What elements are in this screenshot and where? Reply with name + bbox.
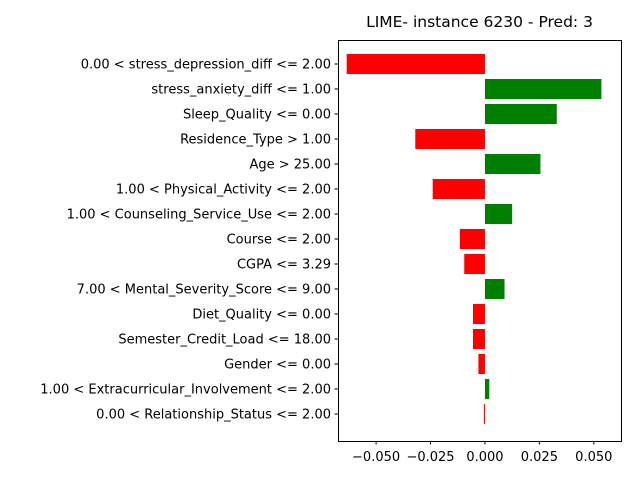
y-tick-label: Age > 25.00 [249,158,331,173]
y-tick-label: Residence_Type > 1.00 [180,133,331,148]
y-tick-label: Sleep_Quality <= 0.00 [183,108,331,123]
bar-8 [464,254,485,274]
y-tick-label: 0.00 < Relationship_Status <= 2.00 [96,408,331,423]
bar-5 [432,179,485,199]
bar-6 [484,204,513,224]
bar-3 [415,129,485,149]
bar-2 [484,104,557,124]
x-tick-label: 0.050 [575,450,612,465]
y-tick-label: 0.00 < stress_depression_diff <= 2.00 [81,58,331,73]
bar-13 [484,379,490,399]
bar-10 [472,304,485,324]
y-tick-label: Course <= 2.00 [227,233,331,248]
bar-1 [484,79,602,99]
bar-9 [484,279,505,299]
y-tick-label: CGPA <= 3.29 [237,258,331,273]
bar-4 [484,154,541,174]
bar-0 [346,54,485,74]
y-tick-label: 7.00 < Mental_Severity_Score <= 9.00 [77,283,331,298]
x-tick-label: 0.025 [521,450,558,465]
bar-14 [483,404,485,424]
y-axis-ticks: 0.00 < stress_depression_diff <= 2.00 str… [40,58,338,423]
x-axis-ticks: −0.050 −0.025 0.000 0.025 0.050 [352,441,612,465]
bars-group [346,54,602,424]
bar-11 [472,329,485,349]
x-tick-label: −0.050 [352,450,400,465]
bar-12 [478,354,485,374]
x-tick-label: 0.000 [466,450,503,465]
y-tick-label: 1.00 < Extracurricular_Involvement <= 2.… [40,383,331,398]
y-tick-label: 1.00 < Counseling_Service_Use <= 2.00 [67,208,331,223]
bar-7 [459,229,485,249]
x-tick-label: −0.025 [406,450,454,465]
plot-frame [338,40,622,442]
y-tick-label: Gender <= 0.00 [224,358,331,373]
chart-title: LIME- instance 6230 - Pred: 3 [366,13,593,31]
y-tick-label: Diet_Quality <= 0.00 [192,308,331,323]
y-tick-label: Semester_Credit_Load <= 18.00 [118,333,331,348]
y-tick-label: 1.00 < Physical_Activity <= 2.00 [116,183,331,198]
y-tick-label: stress_anxiety_diff <= 1.00 [151,83,331,98]
